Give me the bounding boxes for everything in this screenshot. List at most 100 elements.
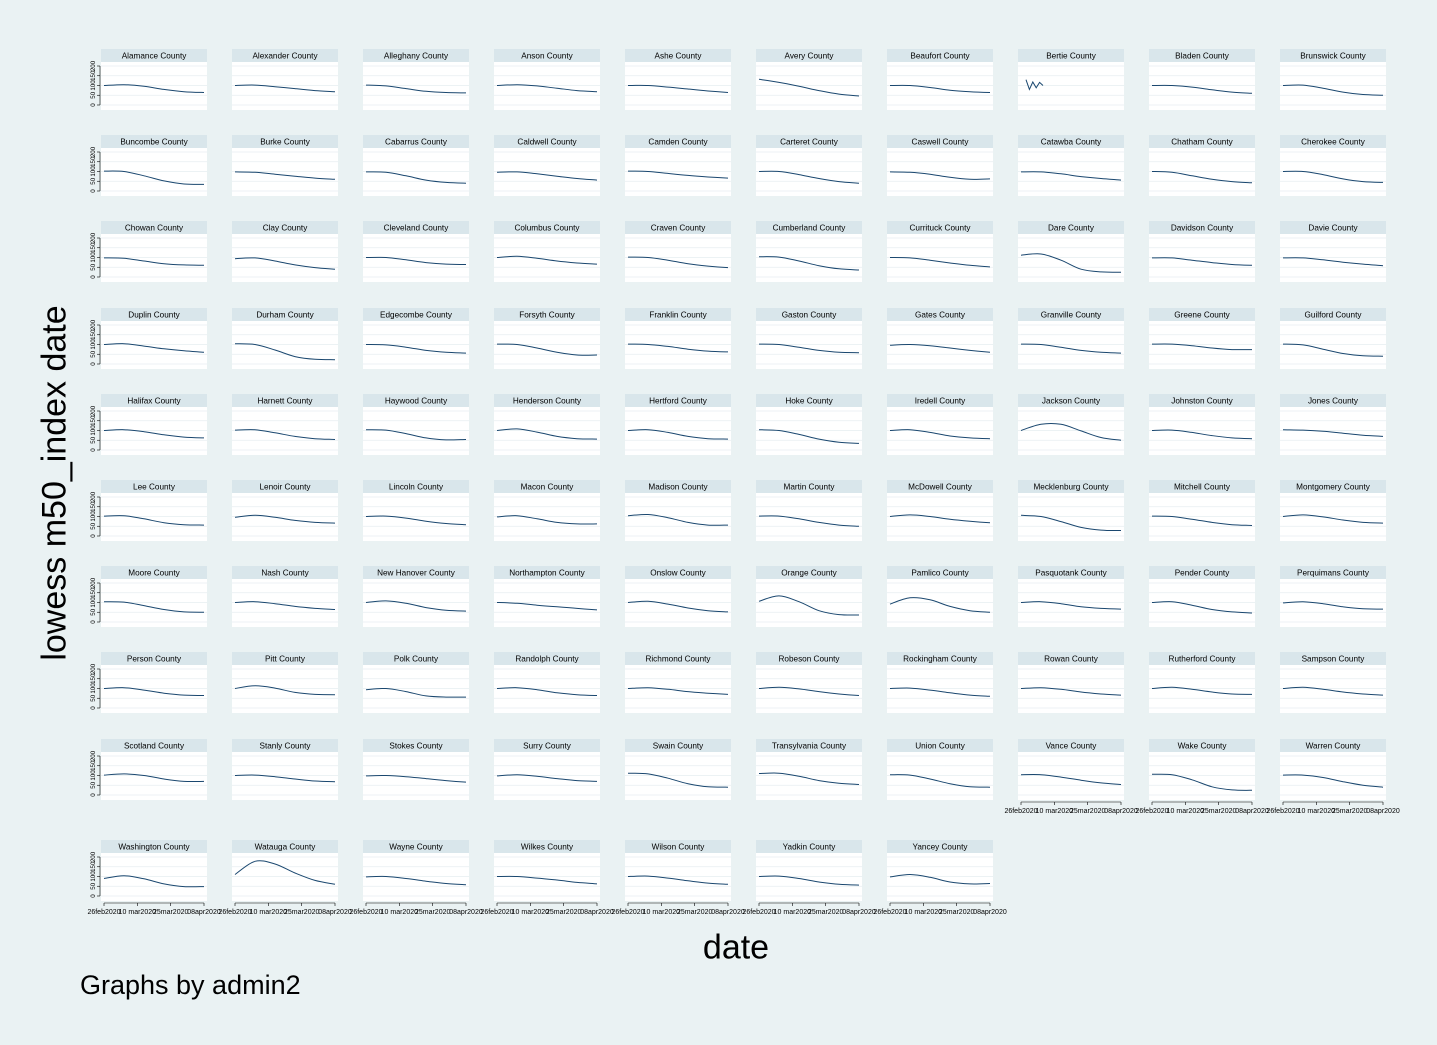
panel-title: Greene County: [1174, 311, 1230, 320]
panel-title: Camden County: [648, 138, 708, 147]
panel-plot-area: [756, 579, 862, 627]
panel-edgecombe-county: Edgecombe County: [363, 308, 469, 369]
panel-plot-area: [363, 62, 469, 110]
panel-header: [1280, 221, 1386, 234]
series-line: [365, 429, 467, 441]
panel-plot-area: [756, 752, 862, 800]
panel-header: [494, 566, 600, 579]
panel-title: Cumberland County: [773, 224, 847, 233]
panel-title: Forsyth County: [519, 311, 575, 320]
panel-plot-area: [363, 234, 469, 282]
panel-title: Guilford County: [1305, 311, 1363, 320]
series-line: [1020, 253, 1122, 273]
y-tick-label: 50: [90, 694, 97, 701]
panel-title: Sampson County: [1302, 655, 1366, 664]
series-line: [234, 514, 336, 524]
panel-header: [363, 135, 469, 148]
panel-perquimans-county: Perquimans County: [1280, 566, 1386, 627]
panel-header: [1149, 135, 1255, 148]
panel-randolph-county: Randolph County: [494, 652, 600, 713]
panel-header: [101, 840, 207, 853]
graphs-by-note: Graphs by admin2: [80, 970, 301, 1000]
x-tick-label: 26feb2020: [218, 909, 251, 916]
panel-header: [363, 49, 469, 62]
panel-caldwell-county: Caldwell County: [494, 135, 600, 196]
series-line: [365, 687, 467, 698]
series-line: [1282, 343, 1384, 357]
y-tick-label: 50: [90, 91, 97, 98]
y-tick-label: 150: [90, 587, 97, 598]
panel-header: [1149, 566, 1255, 579]
panel-header: [887, 308, 993, 321]
series-line: [496, 602, 598, 611]
panel-title: Macon County: [521, 483, 575, 492]
x-axis-title: date: [702, 928, 770, 967]
panel-hertford-county: Hertford County: [625, 394, 731, 455]
y-tick-label: 150: [90, 501, 97, 512]
panel-title: Henderson County: [513, 397, 582, 406]
x-tick-label: 08apr2020: [449, 909, 483, 916]
y-tick-label: 200: [90, 577, 97, 588]
panel-mecklenburg-county: Mecklenburg County: [1018, 480, 1124, 541]
panel-header: [1018, 308, 1124, 321]
panel-title: Randolph County: [515, 655, 579, 664]
x-tick-label: 10 mar2020: [905, 909, 942, 916]
panel-carteret-county: Carteret County: [756, 135, 862, 196]
series-line: [103, 773, 205, 783]
x-tick-label: 10 mar2020: [1298, 808, 1335, 815]
panel-header: [363, 221, 469, 234]
panel-pasquotank-county: Pasquotank County: [1018, 566, 1124, 627]
panel-beaufort-county: Beaufort County: [887, 49, 993, 110]
panel-header: [1018, 394, 1124, 407]
y-tick-label: 150: [90, 861, 97, 872]
panel-title: Pasquotank County: [1035, 569, 1107, 578]
panel-surry-county: Surry County: [494, 739, 600, 800]
series-line: [103, 515, 205, 526]
panel-header: [625, 221, 731, 234]
panel-title: Richmond County: [645, 655, 711, 664]
y-tick-label: 150: [90, 70, 97, 81]
series-line: [1020, 774, 1122, 785]
panel-title: Person County: [127, 655, 182, 664]
panel-header: [756, 308, 862, 321]
panel-title: Clay County: [263, 224, 309, 233]
panel-title: Hoke County: [785, 397, 833, 406]
panel-nash-county: Nash County: [232, 566, 338, 627]
series-line: [365, 256, 467, 265]
panel-title: Jones County: [1308, 397, 1359, 406]
panel-caswell-county: Caswell County: [887, 135, 993, 196]
panel-rutherford-county: Rutherford County: [1149, 652, 1255, 713]
y-tick-label: 0: [90, 362, 97, 366]
panel-mcdowell-county: McDowell County: [887, 480, 993, 541]
panel-header: [1149, 308, 1255, 321]
panel-northampton-county: Northampton County: [494, 566, 600, 627]
series-line: [496, 428, 598, 440]
x-tick-label: 25mar2020: [284, 909, 320, 916]
panel-header: [756, 566, 862, 579]
panel-plot-area: [625, 579, 731, 627]
series-line: [627, 84, 729, 93]
series-line: [103, 84, 205, 93]
series-line: [889, 257, 991, 268]
panel-header: [363, 394, 469, 407]
panel-title: Alexander County: [252, 52, 318, 61]
panel-header: [232, 49, 338, 62]
panel-plot-area: [232, 579, 338, 627]
x-tick-label: 08apr2020: [1366, 808, 1400, 815]
x-tick-label: 26feb2020: [1135, 808, 1168, 815]
panel-catawba-county: Catawba County: [1018, 135, 1124, 196]
panel-title: Yancey County: [913, 843, 969, 852]
y-tick-label: 0: [90, 448, 97, 452]
panel-title: Caswell County: [912, 138, 970, 147]
y-tick-label: 100: [90, 597, 97, 608]
panel-richmond-county: Richmond County: [625, 652, 731, 713]
y-tick-label: 150: [90, 329, 97, 340]
panel-title: Rowan County: [1044, 655, 1099, 664]
series-line: [889, 774, 991, 788]
panel-davie-county: Davie County: [1280, 221, 1386, 282]
panel-title: Carteret County: [780, 138, 839, 147]
x-tick-label: 26feb2020: [87, 909, 120, 916]
panel-transylvania-county: Transylvania County: [756, 739, 862, 800]
y-tick-label: 200: [90, 146, 97, 157]
